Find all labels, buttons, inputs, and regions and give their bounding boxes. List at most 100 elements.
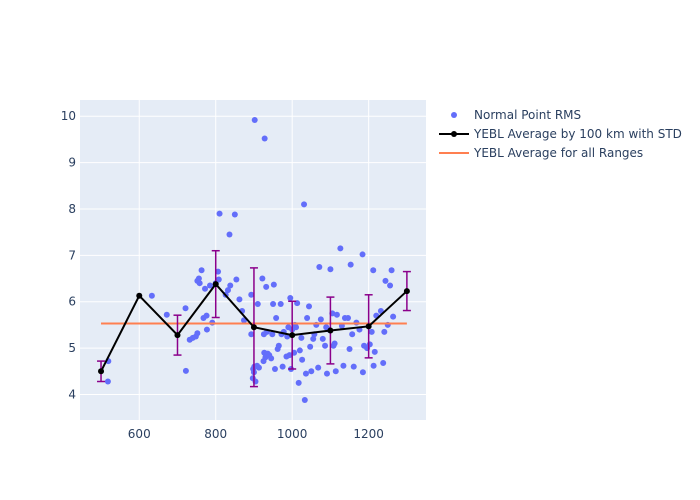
scatter-point xyxy=(224,287,231,294)
scatter-point xyxy=(340,362,347,369)
average-point xyxy=(289,332,296,339)
scatter-point xyxy=(296,347,303,354)
average-point xyxy=(98,368,105,375)
scatter-point xyxy=(261,135,268,142)
scatter-point xyxy=(273,314,280,321)
legend-item-yebl-average-all[interactable]: YEBL Average for all Ranges xyxy=(439,146,643,160)
scatter-point xyxy=(366,341,373,348)
legend-label-normal-point-rms: Normal Point RMS xyxy=(474,108,581,122)
scatter-point xyxy=(308,368,315,375)
scatter-point xyxy=(293,324,300,331)
y-tick-label: 10 xyxy=(61,109,76,123)
scatter-point xyxy=(370,267,377,274)
scatter-point xyxy=(301,201,308,208)
scatter-point xyxy=(104,378,111,385)
x-tick-label: 800 xyxy=(204,427,227,441)
legend[interactable]: Normal Point RMS YEBL Average by 100 km … xyxy=(439,108,682,160)
scatter-point xyxy=(270,281,277,288)
scatter-point xyxy=(215,268,222,275)
scatter-point xyxy=(382,277,389,284)
scatter-point xyxy=(286,352,293,359)
scatter-point xyxy=(203,326,210,333)
y-tick-label: 7 xyxy=(68,248,76,262)
scatter-point xyxy=(316,263,323,270)
scatter-point xyxy=(287,295,294,302)
scatter-point xyxy=(310,335,317,342)
scatter-point xyxy=(196,280,203,287)
scatter-point xyxy=(248,331,255,338)
legend-label-yebl-average-all: YEBL Average for all Ranges xyxy=(473,146,643,160)
y-tick-label: 8 xyxy=(68,202,76,216)
scatter-point xyxy=(269,331,276,338)
scatter-point xyxy=(182,367,189,374)
scatter-point xyxy=(202,285,209,292)
scatter-point xyxy=(298,334,305,341)
scatter-point xyxy=(295,379,302,386)
scatter-point xyxy=(347,261,354,268)
scatter-point xyxy=(317,316,324,323)
scatter-point xyxy=(327,266,334,273)
scatter-point xyxy=(254,301,261,308)
scatter-point xyxy=(337,245,344,252)
scatter-point xyxy=(271,365,278,372)
y-tick-label: 9 xyxy=(68,156,76,170)
scatter-point xyxy=(194,330,201,337)
y-tick-label: 6 xyxy=(68,295,76,309)
scatter-point xyxy=(216,210,223,217)
legend-marker-normal-point-rms xyxy=(451,112,457,118)
scatter-point xyxy=(163,311,170,318)
scatter-point xyxy=(148,292,155,299)
scatter-point xyxy=(182,305,189,312)
scatter-point xyxy=(371,348,378,355)
scatter-point xyxy=(332,368,339,375)
scatter-point xyxy=(195,275,202,282)
scatter-point xyxy=(227,282,234,289)
average-point xyxy=(365,323,372,330)
axes: 600 800 1000 1200 4 5 6 7 8 9 10 xyxy=(61,109,384,441)
scatter-point xyxy=(206,282,213,289)
legend-item-normal-point-rms[interactable]: Normal Point RMS xyxy=(451,108,581,122)
scatter-point xyxy=(236,296,243,303)
scatter-point xyxy=(381,328,388,335)
scatter-point xyxy=(319,335,326,342)
scatter-point xyxy=(322,342,329,349)
x-tick-label: 1200 xyxy=(353,427,384,441)
legend-item-yebl-average-std[interactable]: YEBL Average by 100 km with STD xyxy=(439,127,682,141)
average-point xyxy=(212,281,219,288)
scatter-point xyxy=(304,314,311,321)
scatter-point xyxy=(388,267,395,274)
scatter-point xyxy=(350,363,357,370)
scatter-point xyxy=(307,343,314,350)
scatter-point xyxy=(233,276,240,283)
scatter-point xyxy=(370,362,377,369)
scatter-point xyxy=(390,313,397,320)
average-point xyxy=(136,292,143,299)
average-point xyxy=(403,288,410,295)
scatter-point xyxy=(345,314,352,321)
scatter-point xyxy=(263,283,270,290)
scatter-point xyxy=(301,397,308,404)
scatter-point xyxy=(359,369,366,376)
scatter-point xyxy=(251,116,258,123)
scatter-point xyxy=(368,328,375,335)
y-tick-label: 5 xyxy=(68,341,76,355)
scatter-point xyxy=(275,342,282,349)
scatter-point xyxy=(349,331,356,338)
scatter-point xyxy=(387,282,394,289)
average-point xyxy=(174,332,181,339)
scatter-point xyxy=(331,340,338,347)
legend-label-yebl-average-std: YEBL Average by 100 km with STD xyxy=(473,127,682,141)
average-point xyxy=(250,324,257,331)
scatter-point xyxy=(268,355,275,362)
scatter-point xyxy=(231,211,238,218)
average-point xyxy=(327,327,334,334)
x-tick-label: 1000 xyxy=(277,427,308,441)
scatter-point xyxy=(215,276,222,283)
scatter-point xyxy=(333,311,340,318)
data-layer xyxy=(97,116,411,404)
legend-marker-yebl-average-std xyxy=(451,131,457,137)
scatter-point xyxy=(279,363,286,370)
scatter-point xyxy=(255,364,262,371)
x-tick-label: 600 xyxy=(128,427,151,441)
